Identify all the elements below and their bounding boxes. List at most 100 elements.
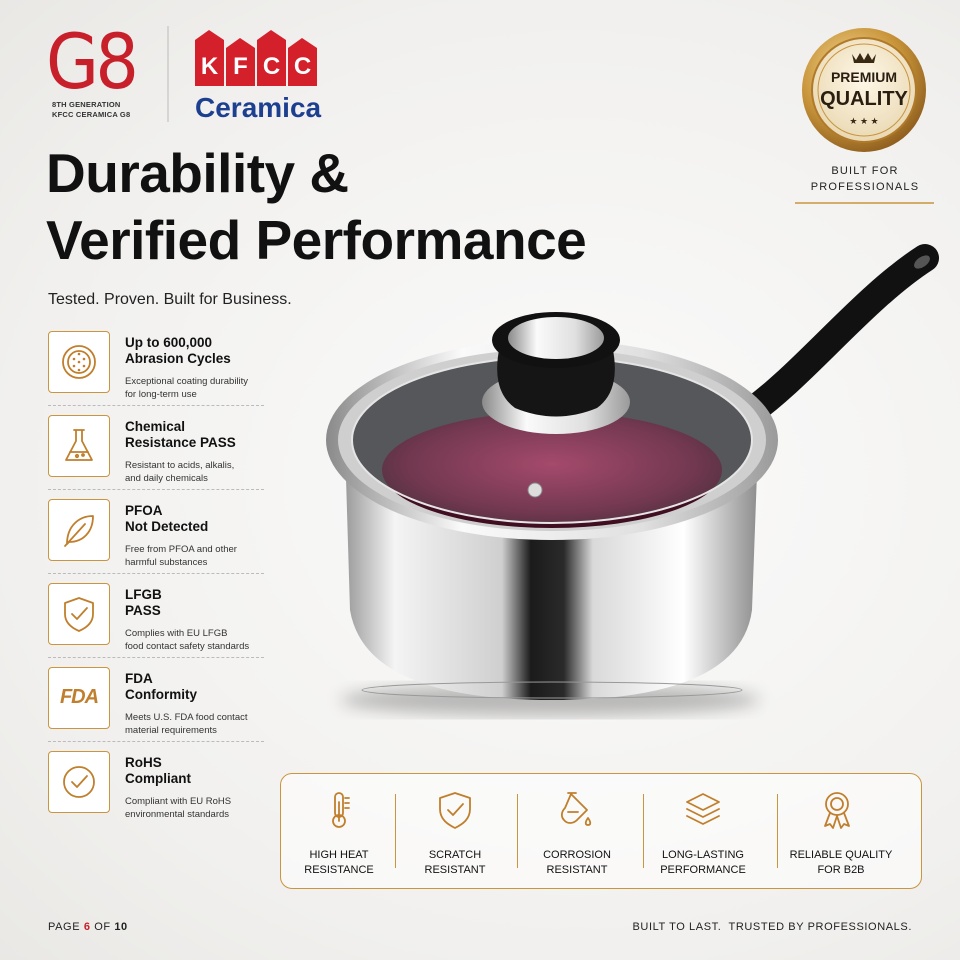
highlight-label-line: RESISTANT (424, 864, 486, 876)
feature-divider (48, 657, 264, 658)
highlight: CORROSION RESISTANT (515, 774, 639, 888)
feature-title-line: FDA (125, 671, 153, 686)
brand-shield (257, 30, 286, 86)
brand-letter: K (201, 53, 219, 80)
icon (686, 793, 720, 825)
feature-title: PFOA Not Detected (125, 503, 208, 535)
feature-icon-box (48, 331, 110, 393)
svg-text:★ ★ ★: ★ ★ ★ (849, 116, 878, 126)
highlight: SCRATCH RESISTANT (393, 774, 517, 888)
icon (65, 429, 93, 461)
feature-icon-box (48, 583, 110, 645)
feature-title: RoHS Compliant (125, 755, 191, 787)
highlight-label: SCRATCH RESISTANT (393, 848, 517, 878)
feature-title: Chemical Resistance PASS (125, 419, 236, 451)
highlight-label: CORROSION RESISTANT (515, 848, 639, 878)
page-indicator: PAGE 6 OF 10 (48, 921, 128, 933)
feature-divider (48, 741, 264, 742)
highlight-label-line: LONG-LASTING (662, 849, 744, 861)
icon (62, 345, 96, 379)
badge-line1: PREMIUM (831, 69, 897, 85)
feature-title-line: RoHS (125, 755, 162, 770)
logo-line1: 8TH GENERATION (52, 100, 121, 109)
feature: LFGB PASS Complies with EU LFGB food conta… (48, 583, 264, 667)
highlight-label-line: PERFORMANCE (660, 864, 746, 876)
feature-description: Compliant with EU RoHS environmental stan… (125, 795, 231, 821)
highlight: LONG-LASTING PERFORMANCE (641, 774, 765, 888)
feature: Chemical Resistance PASS Resistant to aci… (48, 415, 264, 499)
highlight-label-line: RESISTANT (546, 864, 608, 876)
feature-title-line: PFOA (125, 503, 163, 518)
saucepan (326, 244, 939, 716)
highlight: HIGH HEAT RESISTANCE (277, 774, 401, 888)
page-number: 6 (83, 921, 91, 933)
feature-description-line: food contact safety standards (125, 641, 250, 652)
feature-description-line: Meets U.S. FDA food contact (125, 712, 248, 723)
badge-line2: QUALITY (820, 88, 908, 110)
page-of: OF (94, 921, 111, 933)
feature-divider (48, 405, 264, 406)
feature-description-line: and daily chemicals (125, 473, 208, 484)
feature-icon-box (48, 415, 110, 477)
feature-title-line: PASS (125, 603, 161, 618)
feature-title: Up to 600,000 Abrasion Cycles (125, 335, 231, 367)
brand-shield (288, 38, 317, 86)
feature-description-line: Free from PFOA and other (125, 544, 237, 555)
premium-badge: ★ ★ ★ (802, 28, 926, 152)
feature-description-line: Exceptional coating durability (125, 376, 249, 387)
feature-title: LFGB PASS (125, 587, 162, 619)
title-line1: Durability & (46, 142, 349, 204)
brand-letter: C (294, 53, 311, 80)
feature-icon-box (48, 751, 110, 813)
feature: FDA FDA Conformity Meets U.S. FDA food co… (48, 667, 264, 751)
icon (824, 792, 850, 829)
feature-divider (48, 573, 264, 574)
highlight: RELIABLE QUALITY FOR B2B (775, 774, 907, 888)
feature-description-line: environmental standards (125, 809, 230, 820)
icon (64, 597, 94, 632)
highlight-label-line: RELIABLE QUALITY (789, 849, 893, 861)
feature-title-line: Abrasion Cycles (125, 351, 231, 366)
highlight-label: LONG-LASTING PERFORMANCE (641, 848, 765, 878)
feature: RoHS Compliant Compliant with EU RoHS envi… (48, 751, 264, 835)
feature-description-line: Complies with EU LFGB (125, 628, 228, 639)
brand-shield (195, 30, 224, 86)
feature-title-line: Chemical (125, 419, 186, 434)
subtitle: Tested. Proven. Built for Business. (48, 291, 292, 308)
highlight-label-line: FOR B2B (817, 864, 865, 876)
feature-description-line: Resistant to acids, alkalis, (125, 460, 235, 471)
feature-description-line: material requirements (125, 725, 217, 736)
icon (63, 766, 95, 798)
logo-line2: KFCC CERAMICA G8 (52, 110, 131, 119)
icon (64, 515, 94, 547)
feature-description-line: Compliant with EU RoHS (125, 796, 232, 807)
highlight-label-line: SCRATCH (428, 849, 482, 861)
feature-title-line: Conformity (125, 687, 197, 702)
highlight-label-line: CORROSION (543, 849, 611, 861)
brand-letter: F (233, 53, 248, 80)
badge-caption1: BUILT FOR (831, 165, 899, 177)
page-total: 10 (114, 921, 128, 933)
brand-shield (226, 38, 255, 86)
logo-mark: G8 (46, 17, 139, 106)
brand-sub: Ceramica (195, 92, 322, 123)
feature-title-line: LFGB (125, 587, 162, 602)
icon (560, 792, 592, 826)
feature-icon-box (48, 499, 110, 561)
feature-divider (48, 489, 264, 490)
feature-title-line: Compliant (125, 771, 191, 786)
feature-title-line: Resistance PASS (125, 435, 236, 450)
highlight-divider (395, 794, 396, 868)
feature-description: Free from PFOA and other harmful substanc… (125, 543, 237, 569)
highlight-label: RELIABLE QUALITY FOR B2B (775, 848, 907, 878)
feature-description: Exceptional coating durability for long-t… (125, 375, 248, 401)
highlight-strip: HIGH HEAT RESISTANCE SCRATCH RESISTANT COR… (280, 773, 922, 889)
feature-description: Complies with EU LFGB food contact safety… (125, 627, 249, 653)
highlight-divider (643, 794, 644, 868)
feature-description-line: harmful substances (125, 557, 208, 568)
fda-icon: FDA (59, 686, 99, 708)
